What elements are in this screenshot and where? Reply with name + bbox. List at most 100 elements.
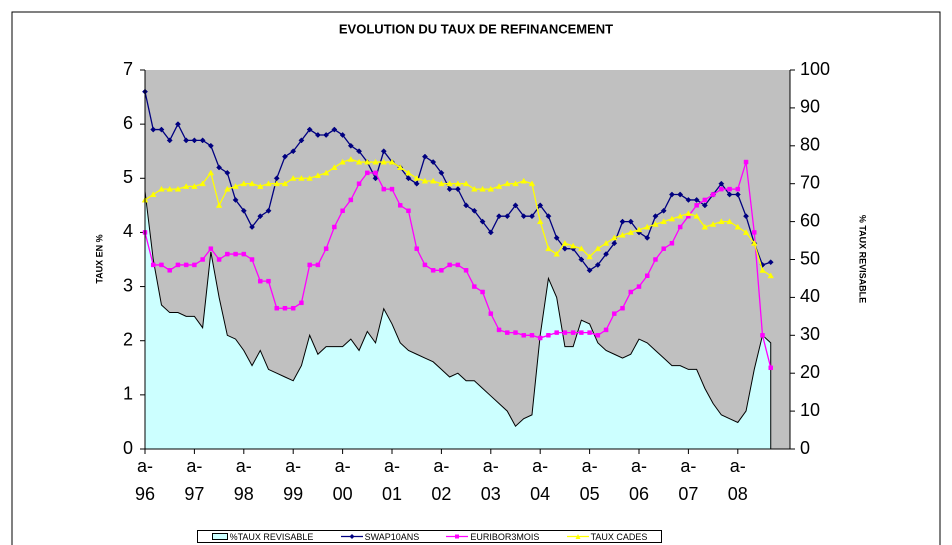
marker [505,330,510,335]
marker [380,148,387,155]
legend-swatch [211,533,228,540]
marker [258,278,263,284]
legend: %TAUX REVISABLE SWAP10ANS EURIBOR3MOIS TAUX… [197,530,662,543]
legend-symbol [211,533,228,540]
area [144,191,772,450]
marker [611,240,618,247]
marker [405,169,412,176]
marker [553,250,560,257]
y2-tick-label: 60 [800,210,820,230]
marker [719,186,724,192]
marker [521,333,526,338]
marker [216,257,222,262]
marker [273,180,280,187]
y-tick-label: 6 [123,113,133,133]
marker [289,174,297,181]
y2-tick-label: 90 [800,97,820,117]
marker [248,180,256,187]
y-tick-label: 0 [123,438,133,458]
marker [150,191,157,197]
marker [742,229,750,235]
marker [414,246,419,251]
marker [282,153,288,160]
marker [389,186,395,192]
marker [356,181,362,186]
marker [644,223,651,230]
marker [546,333,551,338]
marker [150,126,157,133]
marker [668,191,675,198]
marker [752,230,757,235]
marker [158,126,165,133]
marker [257,213,264,220]
legend-label: SWAP10ANS [364,531,420,542]
marker [709,220,717,227]
marker [372,158,379,165]
y2-tick-label: 0 [800,438,810,458]
marker [472,284,477,289]
marker [603,251,610,258]
marker [232,196,239,203]
markers [142,88,774,274]
marker [718,180,725,187]
marker [463,202,470,209]
marker [627,218,634,225]
marker [628,289,634,295]
marker [569,242,577,249]
y2-tick-label: 50 [800,248,820,268]
y2-tick-label: 30 [800,324,820,344]
marker [430,159,437,165]
x-tick-label: a-96 [134,456,156,504]
marker [240,180,248,187]
legend-label: %TAUX REVISABLE [229,531,314,542]
marker [200,257,205,262]
marker [668,215,676,222]
y2-tick-label: 10 [800,400,820,420]
marker [504,213,511,220]
marker [759,267,766,273]
y2-tick-label: 70 [800,172,820,192]
marker [421,177,429,184]
marker [455,262,461,268]
x-tick-label: a-99 [283,456,304,504]
marker [265,207,272,214]
marker [718,218,725,225]
marker [380,158,387,165]
marker [760,333,765,338]
marker [298,137,305,144]
marker [594,261,601,268]
marker [347,142,354,149]
marker [290,305,296,311]
marker [322,169,330,176]
marker [348,197,354,203]
marker [513,330,518,335]
marker [225,251,230,257]
marker [529,333,535,338]
marker [281,180,289,187]
marker [331,126,338,133]
x-tick-label: a-05 [579,456,600,504]
marker [463,268,469,273]
marker [677,224,683,230]
y-tick-label: 1 [123,384,133,404]
marker [536,218,544,225]
y2-tick-label: 20 [800,362,820,382]
marker [611,234,618,241]
marker [332,224,337,230]
marker [199,180,206,187]
marker [182,183,190,189]
x-tick-label: a-02 [431,456,452,504]
marker [644,273,650,278]
legend-item: EURIBOR3MOIS [446,532,539,542]
x-tick-label: a-07 [678,456,699,504]
marker [447,262,452,268]
markers [141,156,774,279]
marker [693,196,700,203]
marker [487,185,495,192]
marker [315,262,321,268]
marker [422,262,428,268]
marker [347,156,355,162]
y-tick-label: 4 [123,221,133,241]
marker [734,191,741,198]
marker [487,229,494,236]
